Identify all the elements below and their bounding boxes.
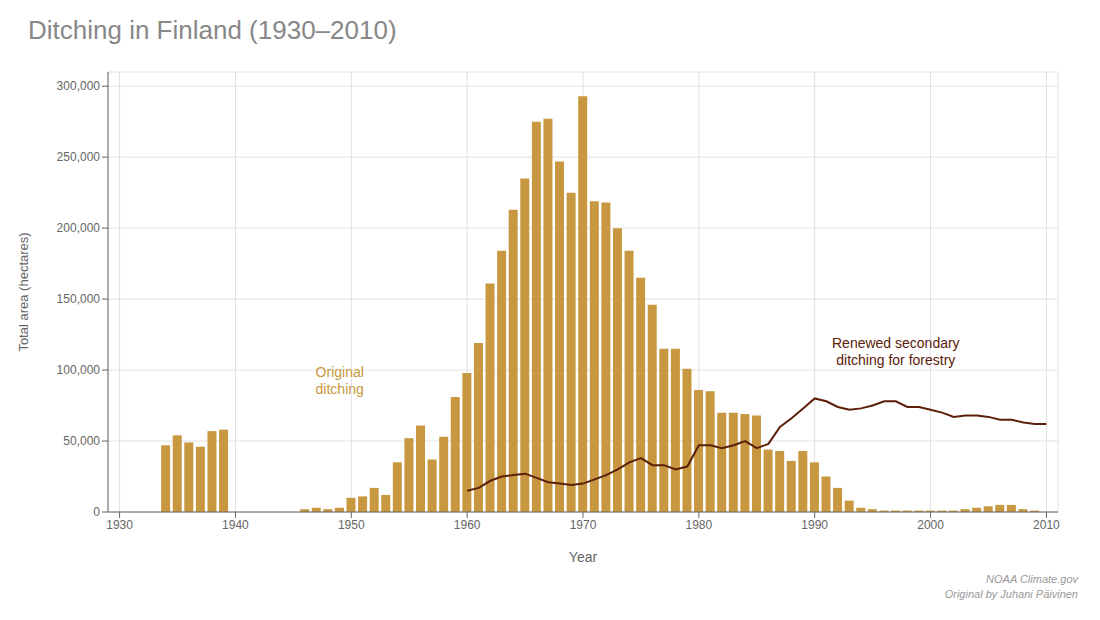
svg-text:1990: 1990	[801, 518, 828, 532]
svg-text:1970: 1970	[570, 518, 597, 532]
svg-text:0: 0	[93, 505, 100, 519]
svg-text:Originalditching: Originalditching	[316, 364, 364, 397]
svg-text:Total area (hectares): Total area (hectares)	[16, 232, 31, 351]
svg-text:2000: 2000	[917, 518, 944, 532]
html-text:Ditching in Finland (1930–2010: Ditching in Finland (1930–2010)	[28, 15, 397, 45]
svg-text:50,000: 50,000	[63, 434, 100, 448]
svg-text:100,000: 100,000	[57, 363, 101, 377]
svg-text:1960: 1960	[454, 518, 481, 532]
svg-text:150,000: 150,000	[57, 292, 101, 306]
svg-text:1980: 1980	[686, 518, 713, 532]
svg-text:1950: 1950	[338, 518, 365, 532]
svg-text:1930: 1930	[106, 518, 133, 532]
svg-text:2010: 2010	[1033, 518, 1060, 532]
svg-text:1940: 1940	[222, 518, 249, 532]
html-text:NOAA Climate.gov: NOAA Climate.gov	[986, 573, 1078, 585]
svg-text:Renewed secondaryditching for: Renewed secondaryditching for forestry	[832, 335, 960, 368]
html-text:Original by Juhani Päivinen: Original by Juhani Päivinen	[944, 588, 1078, 600]
svg-text:300,000: 300,000	[57, 79, 101, 93]
svg-text:250,000: 250,000	[57, 150, 101, 164]
svg-text:Year: Year	[569, 549, 598, 565]
svg-text:200,000: 200,000	[57, 221, 101, 235]
